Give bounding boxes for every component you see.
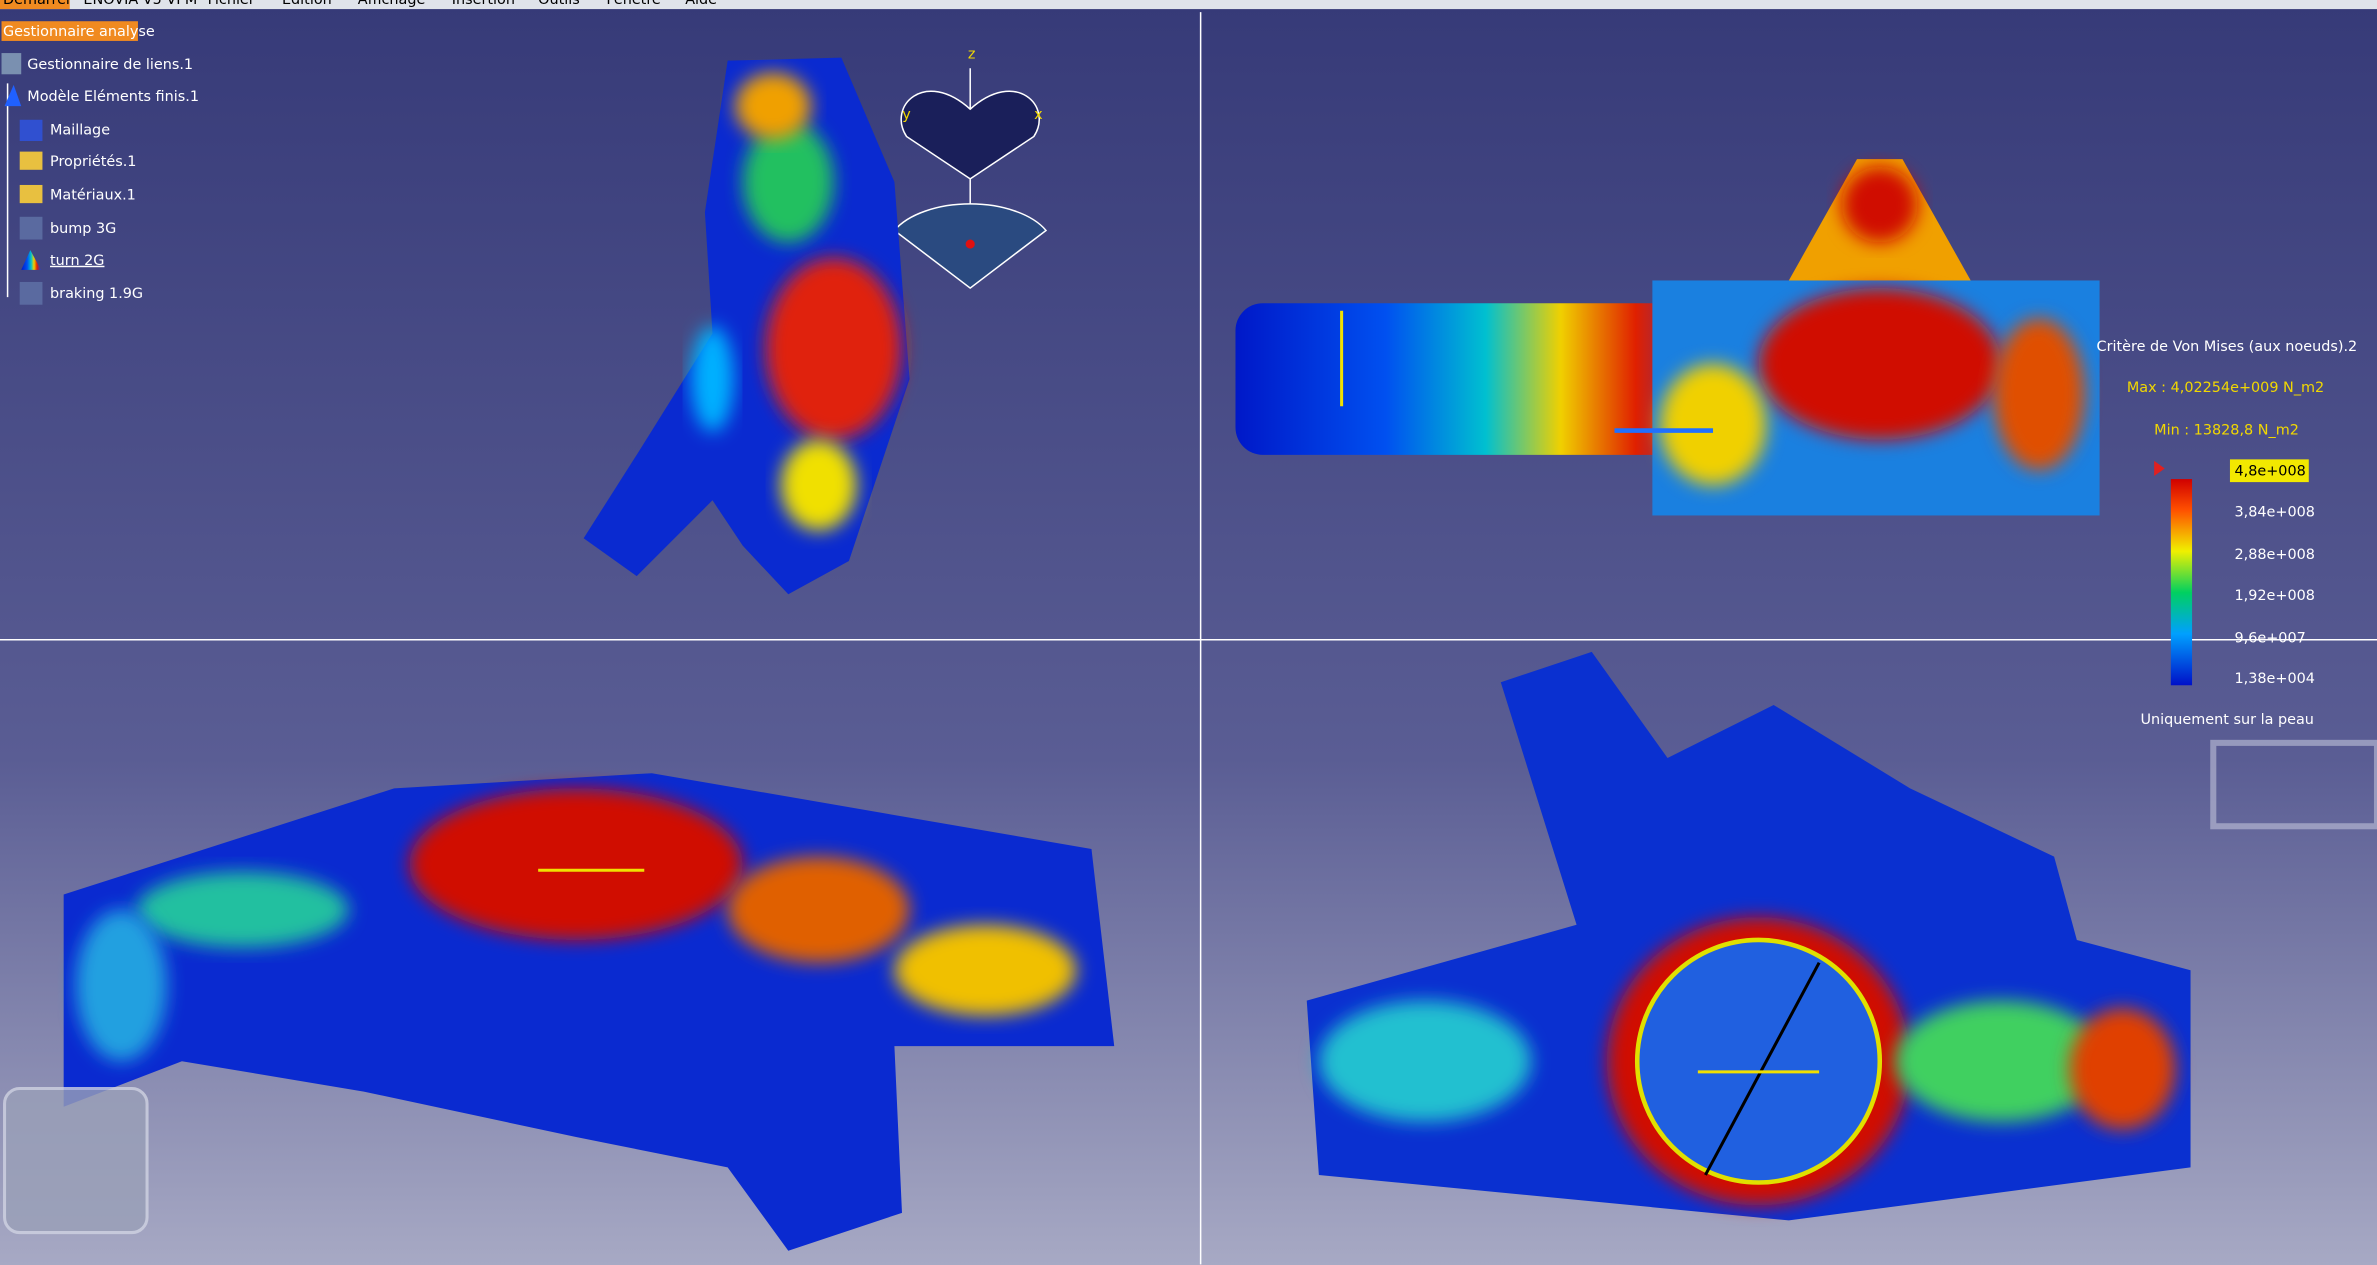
compass-dot: [965, 239, 975, 249]
shape: [894, 924, 1077, 1016]
tree-item[interactable]: turn 2G: [50, 253, 104, 269]
tree-item[interactable]: Matériaux.1: [50, 188, 136, 204]
tree-icon: [21, 250, 41, 270]
menu-item[interactable]: Aide: [685, 0, 717, 8]
color-legend[interactable]: Critère de Von Mises (aux noeuds).2 Max …: [2097, 339, 2358, 728]
shape: [1894, 1000, 2108, 1122]
legend-colorbar: [2170, 479, 2193, 686]
shape: [75, 909, 167, 1062]
shape: [1758, 288, 2002, 440]
shape: [409, 788, 743, 940]
shape: [735, 72, 812, 140]
shape: [136, 871, 349, 948]
legend-title: Critère de Von Mises (aux noeuds).2: [2097, 339, 2358, 355]
compass-label: y: [902, 107, 911, 123]
shape: [1704, 961, 1821, 1176]
part-view-iso-2: [63, 773, 1115, 1251]
shape: [1634, 937, 1883, 1185]
tree-icon: [19, 184, 43, 204]
menu-item[interactable]: Fichier: [208, 0, 255, 8]
legend-label: 9,6e+007: [2235, 630, 2306, 646]
tree-icon: [19, 281, 43, 305]
shape: [691, 325, 734, 433]
tree-item[interactable]: bump 3G: [50, 221, 116, 237]
tree-icon: [19, 151, 43, 170]
tree-item[interactable]: Gestionnaire de liens.1: [27, 57, 193, 73]
menu-item[interactable]: Outils: [538, 0, 580, 8]
menu-item[interactable]: Insertion: [452, 0, 515, 8]
tree-item[interactable]: Maillage: [50, 122, 110, 138]
shape: [1235, 303, 1736, 455]
tree-icon: [4, 84, 22, 107]
shape: [765, 257, 902, 440]
shape: [1993, 318, 2085, 470]
tree-item[interactable]: Modèle Eléments finis.1: [27, 89, 199, 105]
watermark: [2210, 739, 2377, 830]
legend-max: Max : 4,02254e+009 N_m2: [2127, 380, 2324, 396]
menu-item[interactable]: Démarrer: [3, 0, 72, 8]
compass-head: [900, 90, 1040, 180]
compass-label: x: [1034, 107, 1043, 123]
part-view-side: [1235, 159, 2100, 516]
tree-icon: [19, 119, 43, 141]
tree-item[interactable]: braking 1.9G: [50, 286, 143, 302]
shape: [780, 439, 857, 531]
shape: [2069, 1008, 2176, 1130]
menu-highlight: [0, 0, 70, 10]
tree-icon: [1, 53, 22, 75]
shape: [742, 121, 834, 243]
menu-bar: Démarrer ENOVIA V5 VPM Fichier Edition A…: [0, 0, 2377, 10]
menu-item[interactable]: Edition: [282, 0, 332, 8]
shape: [727, 856, 910, 963]
tree-icon: [19, 216, 43, 240]
shape: [1659, 363, 1767, 486]
legend-label: 1,92e+008: [2235, 588, 2315, 604]
legend-label: 4,8e+008: [2235, 463, 2306, 479]
menu-item[interactable]: ENOVIA V5 VPM: [83, 0, 197, 8]
legend-min: Min : 13828,8 N_m2: [2154, 423, 2299, 439]
tree-root-bg: [1, 21, 138, 41]
part-view-iso: [583, 57, 910, 595]
legend-label: 1,38e+004: [2235, 671, 2315, 687]
menu-bar-bg: [0, 0, 2377, 10]
tree-item[interactable]: Propriétés.1: [50, 154, 136, 170]
legend-marker: [2154, 460, 2165, 477]
menu-item[interactable]: Affichage: [358, 0, 426, 8]
shape: [1318, 1000, 1532, 1122]
part-view-front: [1306, 651, 2191, 1221]
legend-note: Uniquement sur la peau: [2141, 712, 2314, 728]
legend-label: 3,84e+008: [2235, 504, 2315, 520]
specification-tree: Gestionnaire analyse Gestionnaire de lie…: [1, 21, 199, 305]
legend-highlight: [2229, 459, 2309, 483]
menu-item[interactable]: Fenêtre: [606, 0, 661, 8]
thumbnail[interactable]: [3, 1087, 149, 1235]
compass[interactable]: z y x: [893, 47, 1048, 290]
legend-label: 2,88e+008: [2235, 547, 2315, 563]
compass-label: z: [968, 47, 976, 63]
shape: [1841, 166, 1918, 243]
tree-root[interactable]: Gestionnaire analyse: [3, 24, 155, 40]
